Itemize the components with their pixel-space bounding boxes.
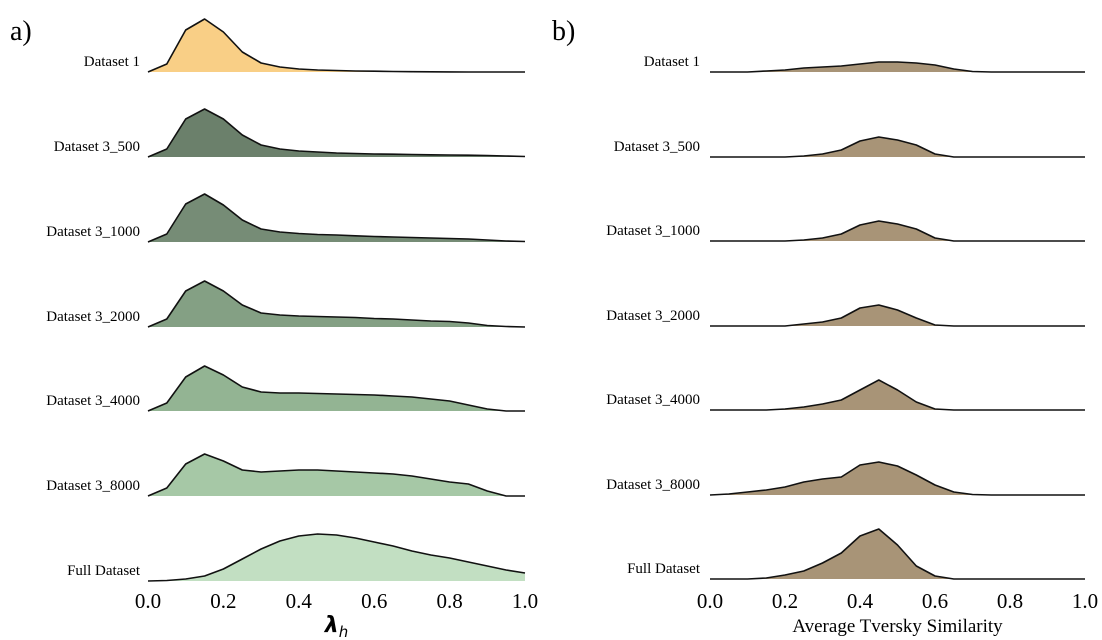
x-tick-label: 0.8 — [436, 589, 462, 613]
ridge-area — [710, 221, 1085, 241]
ridge-area — [148, 19, 525, 72]
x-tick-label: 1.0 — [512, 589, 538, 613]
x-tick-label: 0.4 — [286, 589, 313, 613]
ridge-label: Dataset 1 — [84, 54, 140, 70]
x-axis-label: Average Tversky Similarity — [792, 616, 1003, 637]
ridge-label: Full Dataset — [67, 563, 141, 579]
ridge-line — [147, 18, 525, 73]
x-axis-label-sub: h — [339, 623, 349, 640]
x-axis-label-main: λ — [324, 613, 339, 638]
ridge-label: Dataset 3_2000 — [46, 309, 140, 325]
ridge-line — [710, 528, 1085, 580]
ridge-line — [710, 136, 1085, 158]
ridge-line — [147, 280, 526, 328]
x-axis-label-main: Average Tversky Similarity — [792, 616, 1003, 637]
ridge-label: Dataset 1 — [644, 54, 700, 70]
x-tick-label: 0.6 — [922, 589, 948, 613]
ridge-line — [710, 61, 1085, 73]
x-tick-label: 0.0 — [135, 589, 161, 613]
ridge-line — [709, 461, 1085, 496]
ridge-line — [147, 193, 526, 243]
x-tick-label: 0.4 — [847, 589, 874, 613]
ridge-line — [710, 304, 1085, 327]
ridge-label: Dataset 3_500 — [614, 139, 700, 155]
ridge-area — [148, 454, 525, 496]
x-tick-label: 0.0 — [697, 589, 723, 613]
x-tick-label: 0.2 — [210, 589, 236, 613]
ridge-line — [147, 533, 526, 582]
ridge-area — [710, 462, 1085, 495]
x-tick-label: 1.0 — [1072, 589, 1098, 613]
ridge-area — [710, 62, 1085, 72]
ridge-line — [147, 453, 525, 497]
x-tick-label: 0.6 — [361, 589, 387, 613]
panel-label: b) — [552, 16, 575, 47]
ridge-line — [147, 108, 526, 158]
ridge-area — [710, 529, 1085, 579]
panel-label: a) — [10, 16, 32, 47]
ridge-label: Full Dataset — [627, 561, 701, 577]
ridge-label: Dataset 3_2000 — [606, 308, 700, 324]
ridge-label: Dataset 3_1000 — [46, 224, 140, 240]
ridge-label: Dataset 3_8000 — [46, 478, 140, 494]
ridge-area — [148, 281, 525, 327]
ridge-label: Dataset 3_4000 — [606, 392, 700, 408]
x-tick-label: 0.8 — [997, 589, 1023, 613]
ridge-label: Dataset 3_8000 — [606, 477, 700, 493]
ridge-area — [710, 137, 1085, 157]
ridge-area — [148, 109, 525, 157]
ridge-area — [710, 305, 1085, 326]
ridge-area — [710, 380, 1085, 410]
x-tick-label: 0.2 — [772, 589, 798, 613]
ridge-area — [148, 194, 525, 242]
ridge-line — [710, 220, 1085, 242]
ridge-line — [710, 379, 1085, 411]
ridge-label: Dataset 3_1000 — [606, 223, 700, 239]
ridge-label: Dataset 3_4000 — [46, 393, 140, 409]
ridge-line — [147, 365, 525, 412]
ridge-label: Dataset 3_500 — [54, 139, 140, 155]
ridge-area — [148, 534, 525, 581]
x-axis-label: λh — [324, 613, 348, 640]
